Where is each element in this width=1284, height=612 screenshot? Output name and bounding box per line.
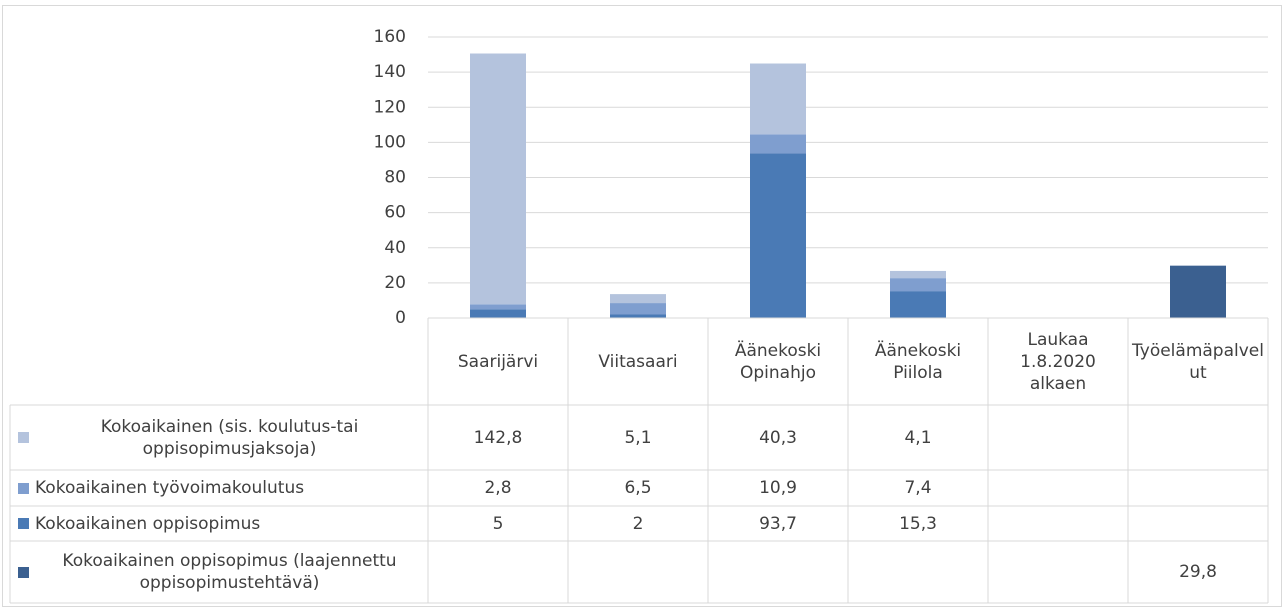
category-label: Viitasaari	[568, 318, 708, 405]
data-label: 40,3	[708, 405, 848, 470]
data-label: 5	[428, 506, 568, 541]
cell-text: 7,4	[904, 478, 932, 498]
y-tick-label: 160	[374, 27, 406, 47]
bar-segment	[750, 63, 806, 135]
bar-segment	[470, 304, 526, 310]
category-label: Äänekoski Piilola	[848, 318, 988, 405]
data-label: 6,5	[568, 470, 708, 506]
bar-segment	[610, 314, 666, 318]
bar-segment	[750, 153, 806, 318]
cell-text: 93,7	[759, 513, 797, 534]
bar-segment	[610, 294, 666, 304]
y-tick-label: 100	[374, 132, 406, 152]
cell-text: 5,1	[624, 427, 652, 448]
bar-segment	[890, 278, 946, 292]
data-label: 10,9	[708, 470, 848, 506]
data-label: 7,4	[848, 470, 988, 506]
cell-text: 10,9	[759, 478, 797, 498]
cell-text: 2,8	[484, 478, 512, 498]
legend-label: Kokoaikainen oppisopimus (laajennettu op…	[62, 551, 397, 593]
data-label: 29,8	[1128, 541, 1268, 603]
cell-text: Äänekoski Opinahjo	[734, 340, 822, 383]
y-tick-label: 140	[374, 62, 406, 82]
cell-text: 5	[492, 513, 504, 534]
category-label: Laukaa 1.8.2020 alkaen	[988, 318, 1128, 405]
y-tick-label: 0	[395, 308, 406, 328]
legend-swatch	[18, 432, 29, 443]
cell-text: 40,3	[759, 427, 797, 448]
bar-segment	[890, 291, 946, 318]
data-label: 142,8	[428, 405, 568, 470]
legend-label: Kokoaikainen oppisopimus	[35, 513, 261, 534]
legend-swatch	[18, 518, 29, 529]
legend-label: Kokoaikainen työvoimakoulutus	[35, 478, 305, 498]
bar-segment	[610, 303, 666, 315]
y-tick-label: 80	[384, 168, 406, 188]
y-tick-label: 40	[384, 238, 406, 258]
legend-entry: Kokoaikainen oppisopimus	[10, 506, 428, 541]
y-tick-label: 120	[374, 97, 406, 117]
data-label: 5,1	[568, 405, 708, 470]
bar-segment	[470, 309, 526, 318]
legend-entry: Kokoaikainen oppisopimus (laajennettu op…	[10, 541, 428, 603]
legend-label: Kokoaikainen (sis. koulutus-tai oppisopi…	[100, 416, 359, 459]
cell-text: 4,1	[904, 427, 932, 448]
cell-text: 6,5	[624, 478, 652, 498]
cell-text: 15,3	[899, 513, 937, 534]
cell-text: 29,8	[1179, 562, 1217, 582]
data-label: 2	[568, 506, 708, 541]
legend-entry: Kokoaikainen työvoimakoulutus	[10, 470, 428, 506]
bar-segment	[470, 53, 526, 305]
chart-border	[2, 5, 1282, 607]
category-label: Saarijärvi	[428, 318, 568, 405]
data-label: 2,8	[428, 470, 568, 506]
cell-text: Laukaa 1.8.2020 alkaen	[1020, 329, 1096, 394]
cell-text: Työelämäpalvelut	[1132, 340, 1264, 383]
cell-text: Viitasaari	[598, 351, 678, 372]
cell-text: 2	[632, 513, 644, 534]
cell-text: Äänekoski Piilola	[874, 340, 962, 383]
y-tick-label: 20	[384, 273, 406, 293]
legend-swatch	[18, 482, 29, 494]
category-label: Työelämäpalvelut	[1128, 318, 1268, 405]
y-tick-label: 60	[384, 203, 406, 223]
data-label: 4,1	[848, 405, 988, 470]
bar-segment	[750, 134, 806, 154]
data-label: 93,7	[708, 506, 848, 541]
cell-text: 142,8	[473, 427, 523, 448]
bar-segment	[1170, 265, 1226, 318]
bar-segment	[890, 270, 946, 279]
category-label: Äänekoski Opinahjo	[708, 318, 848, 405]
legend-entry: Kokoaikainen (sis. koulutus-tai oppisopi…	[10, 405, 428, 470]
cell-text: Saarijärvi	[457, 351, 539, 372]
legend-swatch	[18, 566, 29, 578]
data-label: 15,3	[848, 506, 988, 541]
